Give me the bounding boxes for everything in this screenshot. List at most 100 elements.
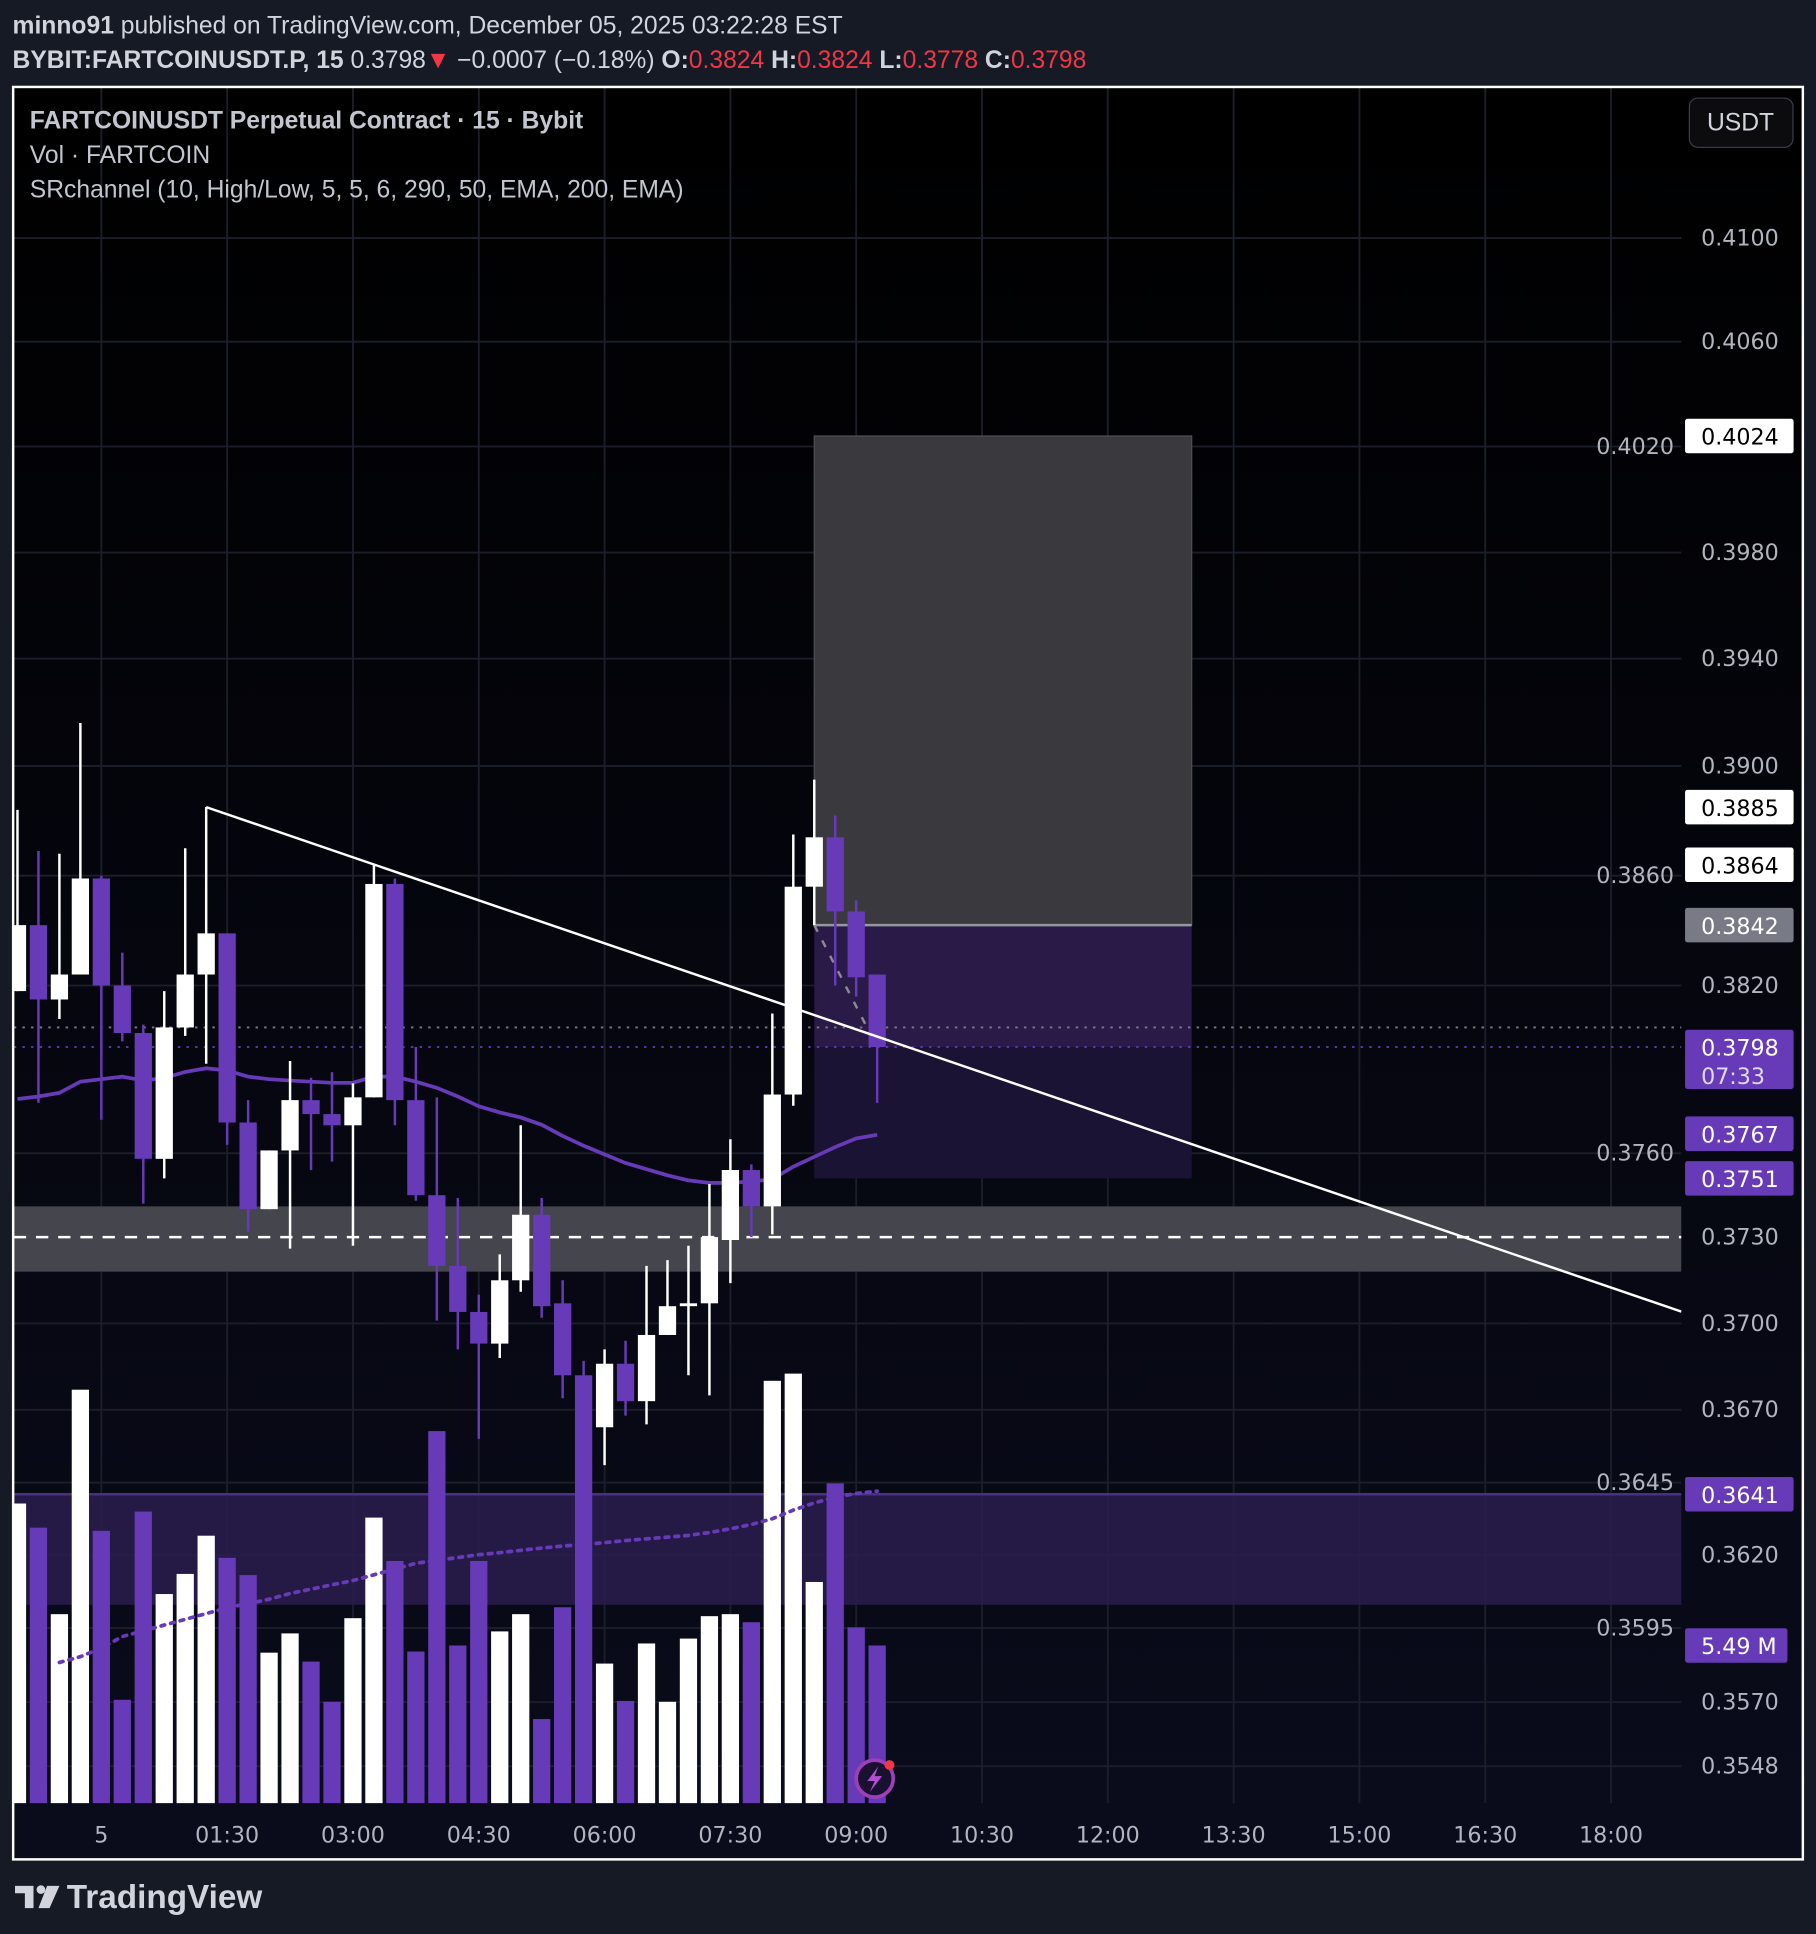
candle[interactable] [197, 807, 215, 1064]
open-label: O: [655, 47, 689, 74]
candle[interactable] [679, 1245, 698, 1376]
time-axis[interactable]: 5 01:30 03:00 04:30 06:00 07:30 09:00 10:30 12:0… [94, 1823, 1643, 1849]
symbol-ohlc: BYBIT:FARTCOINUSDT.P, 15 0.3798▼ −0.0007… [13, 47, 1087, 74]
candle[interactable] [742, 1164, 760, 1238]
price-tag: 0.3842 [1685, 907, 1794, 943]
price-tag-label: 0.3885 [1701, 796, 1779, 822]
candle[interactable] [637, 1265, 656, 1425]
candle[interactable] [365, 864, 383, 1098]
candle[interactable] [407, 1047, 425, 1201]
volume-bar [679, 1638, 698, 1804]
candle[interactable] [29, 851, 48, 1103]
volume-bar [847, 1627, 865, 1804]
high-value: 0.3824 [797, 47, 872, 74]
candle[interactable] [826, 815, 844, 986]
candle[interactable] [386, 878, 404, 1126]
candle[interactable] [616, 1340, 635, 1416]
candle[interactable] [868, 974, 886, 1103]
volume-bar [533, 1719, 551, 1804]
candle-body [386, 883, 404, 1101]
candle[interactable] [92, 875, 110, 1120]
volume-bar [658, 1701, 677, 1804]
candle[interactable] [50, 853, 69, 1020]
price-tag: 5.49 M [1685, 1628, 1788, 1663]
author-name[interactable]: minno91 [13, 12, 115, 39]
price-tag-background [1685, 1161, 1794, 1196]
candle-body [700, 1237, 719, 1304]
candle[interactable] [491, 1254, 509, 1358]
legend-title[interactable]: FARTCOINUSDT Perpetual Contract · 15 · B… [30, 107, 583, 134]
price-tag-background [1685, 789, 1794, 825]
volume-bar [616, 1700, 635, 1804]
trendline[interactable] [205, 805, 1682, 1313]
publish-info: minno91 published on TradingView.com, De… [13, 12, 843, 39]
price-tag: 0.3864 [1685, 847, 1794, 883]
candle-body [407, 1100, 425, 1196]
candle[interactable] [847, 900, 865, 997]
currency-button[interactable]: USDT [1688, 97, 1794, 149]
tradingview-logo: TradingView [15, 1879, 262, 1916]
candle[interactable] [595, 1349, 614, 1466]
countdown-label: 07:33 [1701, 1064, 1765, 1090]
candle[interactable] [323, 1072, 341, 1162]
candle[interactable] [9, 809, 27, 992]
candle-body [365, 883, 383, 1098]
volume-bar [784, 1373, 802, 1804]
candle[interactable] [344, 1083, 362, 1246]
volume-bar [742, 1622, 760, 1804]
plot-area[interactable] [9, 435, 1682, 1804]
sr-zone [13, 1494, 1682, 1605]
candle-body [868, 974, 886, 1048]
price-tag-label: 0.3842 [1701, 914, 1779, 940]
price-tick-label: 0.3900 [1701, 753, 1779, 779]
candle[interactable] [700, 1183, 719, 1396]
price-axis[interactable]: 0.4100 0.4060 0.4020 0.3980 0.3940 0.3900 0.38… [1596, 225, 1794, 1780]
candle[interactable] [260, 1150, 278, 1210]
candle[interactable] [281, 1060, 299, 1249]
volume-bar [29, 1527, 48, 1804]
candle[interactable] [302, 1077, 320, 1171]
candle[interactable] [721, 1139, 740, 1284]
candle[interactable] [574, 1360, 593, 1431]
candle[interactable] [218, 933, 236, 1145]
price-tag-background [1685, 1628, 1788, 1663]
candle[interactable] [113, 952, 131, 1042]
candle[interactable] [763, 1013, 781, 1235]
candle-body [323, 1114, 341, 1126]
candle-body [239, 1122, 257, 1210]
time-tick-label: 04:30 [447, 1823, 511, 1849]
currency-label: USDT [1707, 110, 1774, 137]
candle[interactable] [658, 1260, 677, 1335]
candle-body [679, 1303, 698, 1307]
candle[interactable] [554, 1280, 572, 1399]
candle[interactable] [239, 1100, 257, 1232]
candle-body [92, 878, 110, 986]
candle-body [616, 1363, 635, 1402]
volume-bar [512, 1614, 530, 1804]
price-tick-label: 0.3980 [1701, 540, 1779, 566]
candle-body [134, 1033, 152, 1159]
last-price: 0.3798 [344, 47, 426, 74]
volume-bar [805, 1581, 823, 1804]
position-target-zone[interactable] [814, 1047, 1192, 1179]
price-tag-background [1685, 1116, 1794, 1151]
candle[interactable] [428, 1097, 446, 1321]
candle-body [302, 1100, 320, 1115]
lightning-icon[interactable] [854, 1758, 896, 1799]
legend-indicator[interactable]: SRchannel (10, High/Low, 5, 5, 6, 290, 5… [30, 176, 684, 203]
candle[interactable] [449, 1197, 467, 1350]
volume-bar [470, 1560, 488, 1804]
candle[interactable] [512, 1125, 530, 1292]
legend-volume[interactable]: Vol · FARTCOIN [30, 142, 210, 169]
candle[interactable] [176, 848, 194, 1036]
candle[interactable] [134, 1024, 152, 1204]
volume-bar [239, 1575, 257, 1804]
position-stop-zone[interactable] [813, 435, 1193, 926]
candle[interactable] [805, 779, 823, 926]
candle-body [197, 933, 215, 975]
candle[interactable] [533, 1197, 551, 1318]
candle[interactable] [155, 991, 173, 1179]
candle[interactable] [71, 723, 90, 975]
candle[interactable] [784, 834, 802, 1106]
candle[interactable] [470, 1294, 488, 1439]
